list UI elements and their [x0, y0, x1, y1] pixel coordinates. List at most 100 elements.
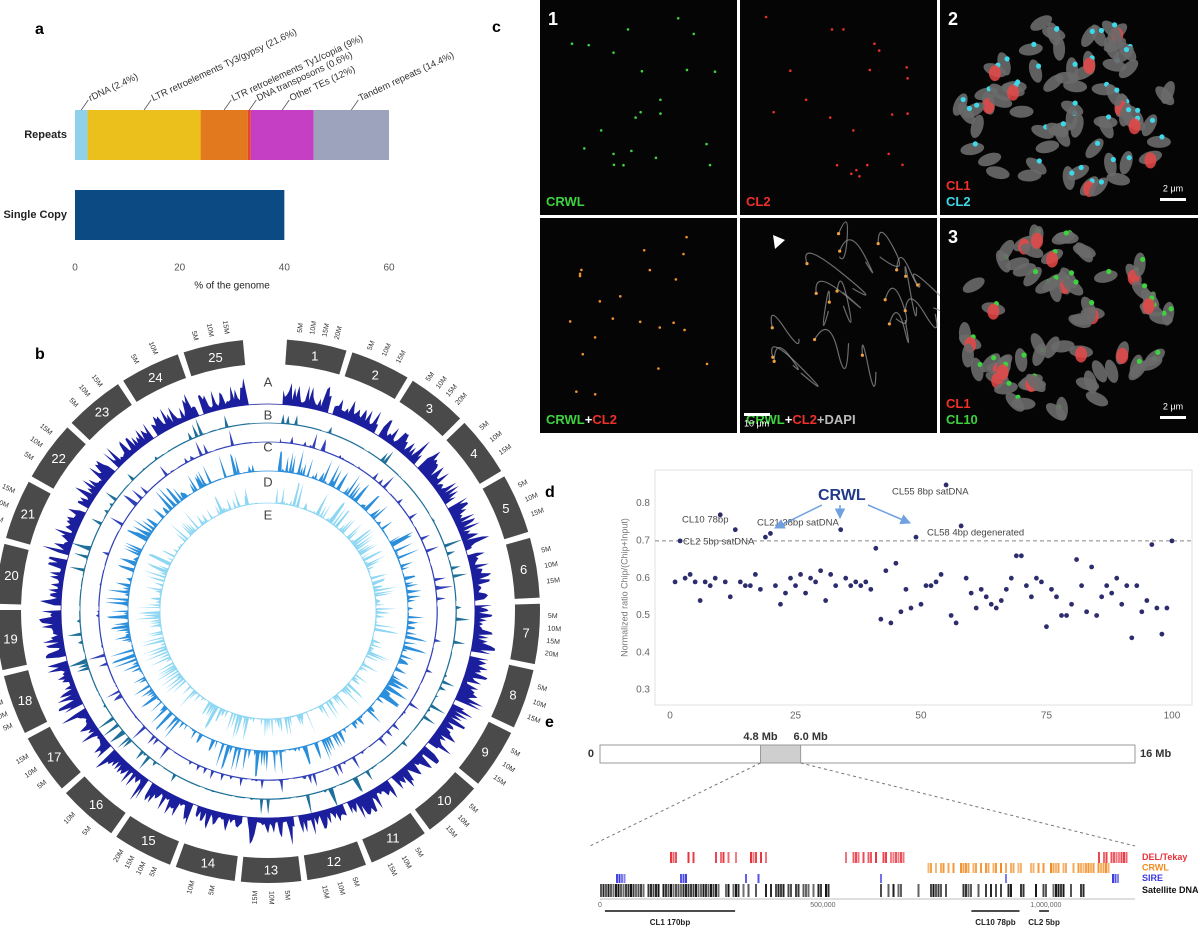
feature-tick: [1077, 863, 1080, 873]
track-histogram: [391, 746, 440, 790]
feature-tick: [870, 852, 872, 863]
track-histogram: [180, 510, 209, 537]
track-histogram: [155, 661, 187, 694]
signal: [583, 147, 586, 150]
feature-tick: [755, 852, 757, 863]
feature-tick: [1098, 852, 1100, 863]
chromosome-label: 25: [208, 350, 222, 365]
point: [828, 572, 834, 577]
point: [747, 583, 753, 589]
feature-tick: [1000, 863, 1002, 873]
micrograph: [540, 218, 737, 433]
track-histogram: [455, 656, 489, 711]
point: [808, 575, 813, 581]
chromosome-tick-label: 20M: [334, 325, 344, 340]
bar-segment: [200, 110, 248, 160]
chromosome-tick-label: 10M: [335, 881, 345, 896]
chromosome-blob: [1055, 396, 1068, 421]
signal: [682, 252, 685, 256]
feature-tick: [1072, 863, 1075, 873]
signal: [890, 113, 894, 116]
chromosome-tick-label: 10M: [489, 430, 504, 444]
signal: [598, 300, 602, 303]
track-histogram: [417, 451, 459, 505]
signal: [1021, 352, 1027, 358]
chromosome-tick-label: 20M: [113, 848, 126, 863]
track-histogram: [109, 644, 143, 675]
scale-bar: [1160, 198, 1186, 201]
cluster-label: CL1 170bp: [650, 918, 691, 927]
signal: [587, 43, 591, 47]
feature-tick: [900, 852, 902, 863]
signal: [659, 98, 662, 102]
feature-tick: [962, 884, 965, 897]
point: [722, 579, 728, 585]
chromosome-tick-label: 10M: [456, 814, 471, 829]
chromosome-tick-label: 15M: [124, 855, 137, 870]
feature-tick: [1005, 863, 1007, 873]
feature-tick: [697, 884, 700, 897]
feature-tick: [935, 884, 937, 897]
chromosome-tick-label: 20M: [544, 650, 559, 659]
signal: [1069, 170, 1075, 176]
track-histogram: [206, 496, 233, 520]
track-histogram: [288, 741, 321, 765]
annotation: CRWL: [818, 487, 866, 504]
point: [1159, 631, 1165, 637]
track-histogram: [311, 459, 349, 491]
chromosome-tick-label: 15M: [1, 483, 16, 495]
feature-tick: [775, 884, 777, 897]
signal: [618, 295, 622, 298]
signal: [789, 69, 792, 72]
micrograph: [740, 218, 937, 433]
feature-tick: [755, 884, 757, 897]
track-histogram: [98, 569, 105, 607]
feature-tick: [802, 884, 805, 897]
track-histogram: [332, 749, 366, 777]
track-label: B: [264, 407, 273, 422]
signal: [772, 110, 775, 114]
feature-tick: [620, 884, 622, 897]
track-histogram: [251, 778, 289, 793]
signal: [1006, 380, 1012, 386]
chromosome-tick-label: 15M: [530, 507, 545, 518]
x-tick-label: 60: [383, 263, 395, 274]
feature-tick: [670, 852, 672, 863]
chromosome-blob: [1025, 373, 1046, 393]
signal: [1159, 134, 1165, 140]
chromosome-tick-label: 5M: [541, 546, 552, 555]
point: [833, 583, 839, 589]
feature-tick: [880, 884, 882, 897]
feature-tick: [1005, 874, 1007, 883]
point: [1134, 583, 1140, 589]
feature-tick: [602, 884, 605, 897]
point: [1049, 586, 1054, 592]
track-histogram: [102, 530, 120, 566]
bar-segment: [313, 110, 389, 160]
track-histogram: [47, 660, 83, 713]
signal: [1054, 26, 1060, 32]
zoom-label: 4.8 Mb: [743, 731, 778, 743]
feature-tick: [985, 863, 987, 873]
signal: [626, 28, 630, 31]
signal: [578, 272, 582, 276]
signal: [1060, 121, 1066, 127]
feature-tick: [680, 874, 682, 883]
point: [818, 568, 824, 574]
feature-tick: [675, 852, 677, 863]
chromosome-tick-label: 10M: [135, 861, 147, 876]
annotation: CL2 5bp satDNA: [683, 537, 755, 548]
signal: [827, 300, 831, 304]
track-histogram: [332, 681, 363, 712]
feature-tick: [935, 863, 937, 873]
fiber: [884, 287, 908, 324]
signal: [1089, 300, 1095, 306]
signal: [835, 289, 839, 293]
track-histogram: [390, 493, 418, 525]
chromosome-label: 16: [89, 797, 103, 812]
feature-tick: [1115, 852, 1118, 863]
signal: [1110, 156, 1116, 163]
feature-tick: [640, 884, 642, 897]
track-histogram: [95, 610, 104, 648]
track-histogram: [102, 423, 154, 468]
